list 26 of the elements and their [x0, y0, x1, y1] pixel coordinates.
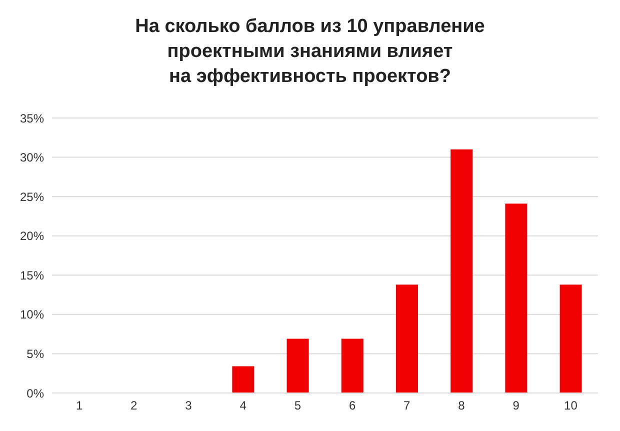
x-tick-label: 9 — [512, 398, 520, 413]
y-tick-label: 0% — [26, 386, 44, 400]
x-tick-label: 10 — [564, 398, 578, 413]
x-tick-label: 5 — [294, 398, 302, 413]
bar — [232, 366, 254, 393]
x-tick-label: 1 — [76, 398, 83, 413]
bar — [286, 338, 309, 393]
y-tick-label: 10% — [20, 308, 44, 322]
chart-title: На сколько баллов из 10 управление проектными знаниями влияет на эффективность проектов? — [134, 15, 486, 89]
y-tick-label: 30% — [20, 150, 44, 165]
bar — [505, 204, 528, 393]
x-tick-label: 4 — [240, 398, 247, 413]
x-tick-label: 2 — [130, 398, 138, 413]
y-tick-label: 35% — [20, 111, 44, 126]
x-tick-label: 7 — [404, 398, 411, 413]
bar — [341, 338, 364, 393]
bar — [450, 149, 473, 393]
x-tick-label: 8 — [458, 398, 466, 413]
y-tick-label: 15% — [20, 268, 44, 282]
y-tick-label: 25% — [20, 190, 44, 204]
y-tick-label: 5% — [26, 346, 44, 361]
x-tick-label: 3 — [185, 398, 192, 413]
bar — [560, 284, 582, 393]
y-tick-label: 20% — [20, 229, 44, 244]
x-tick-label: 6 — [348, 398, 356, 413]
bar — [396, 284, 418, 393]
